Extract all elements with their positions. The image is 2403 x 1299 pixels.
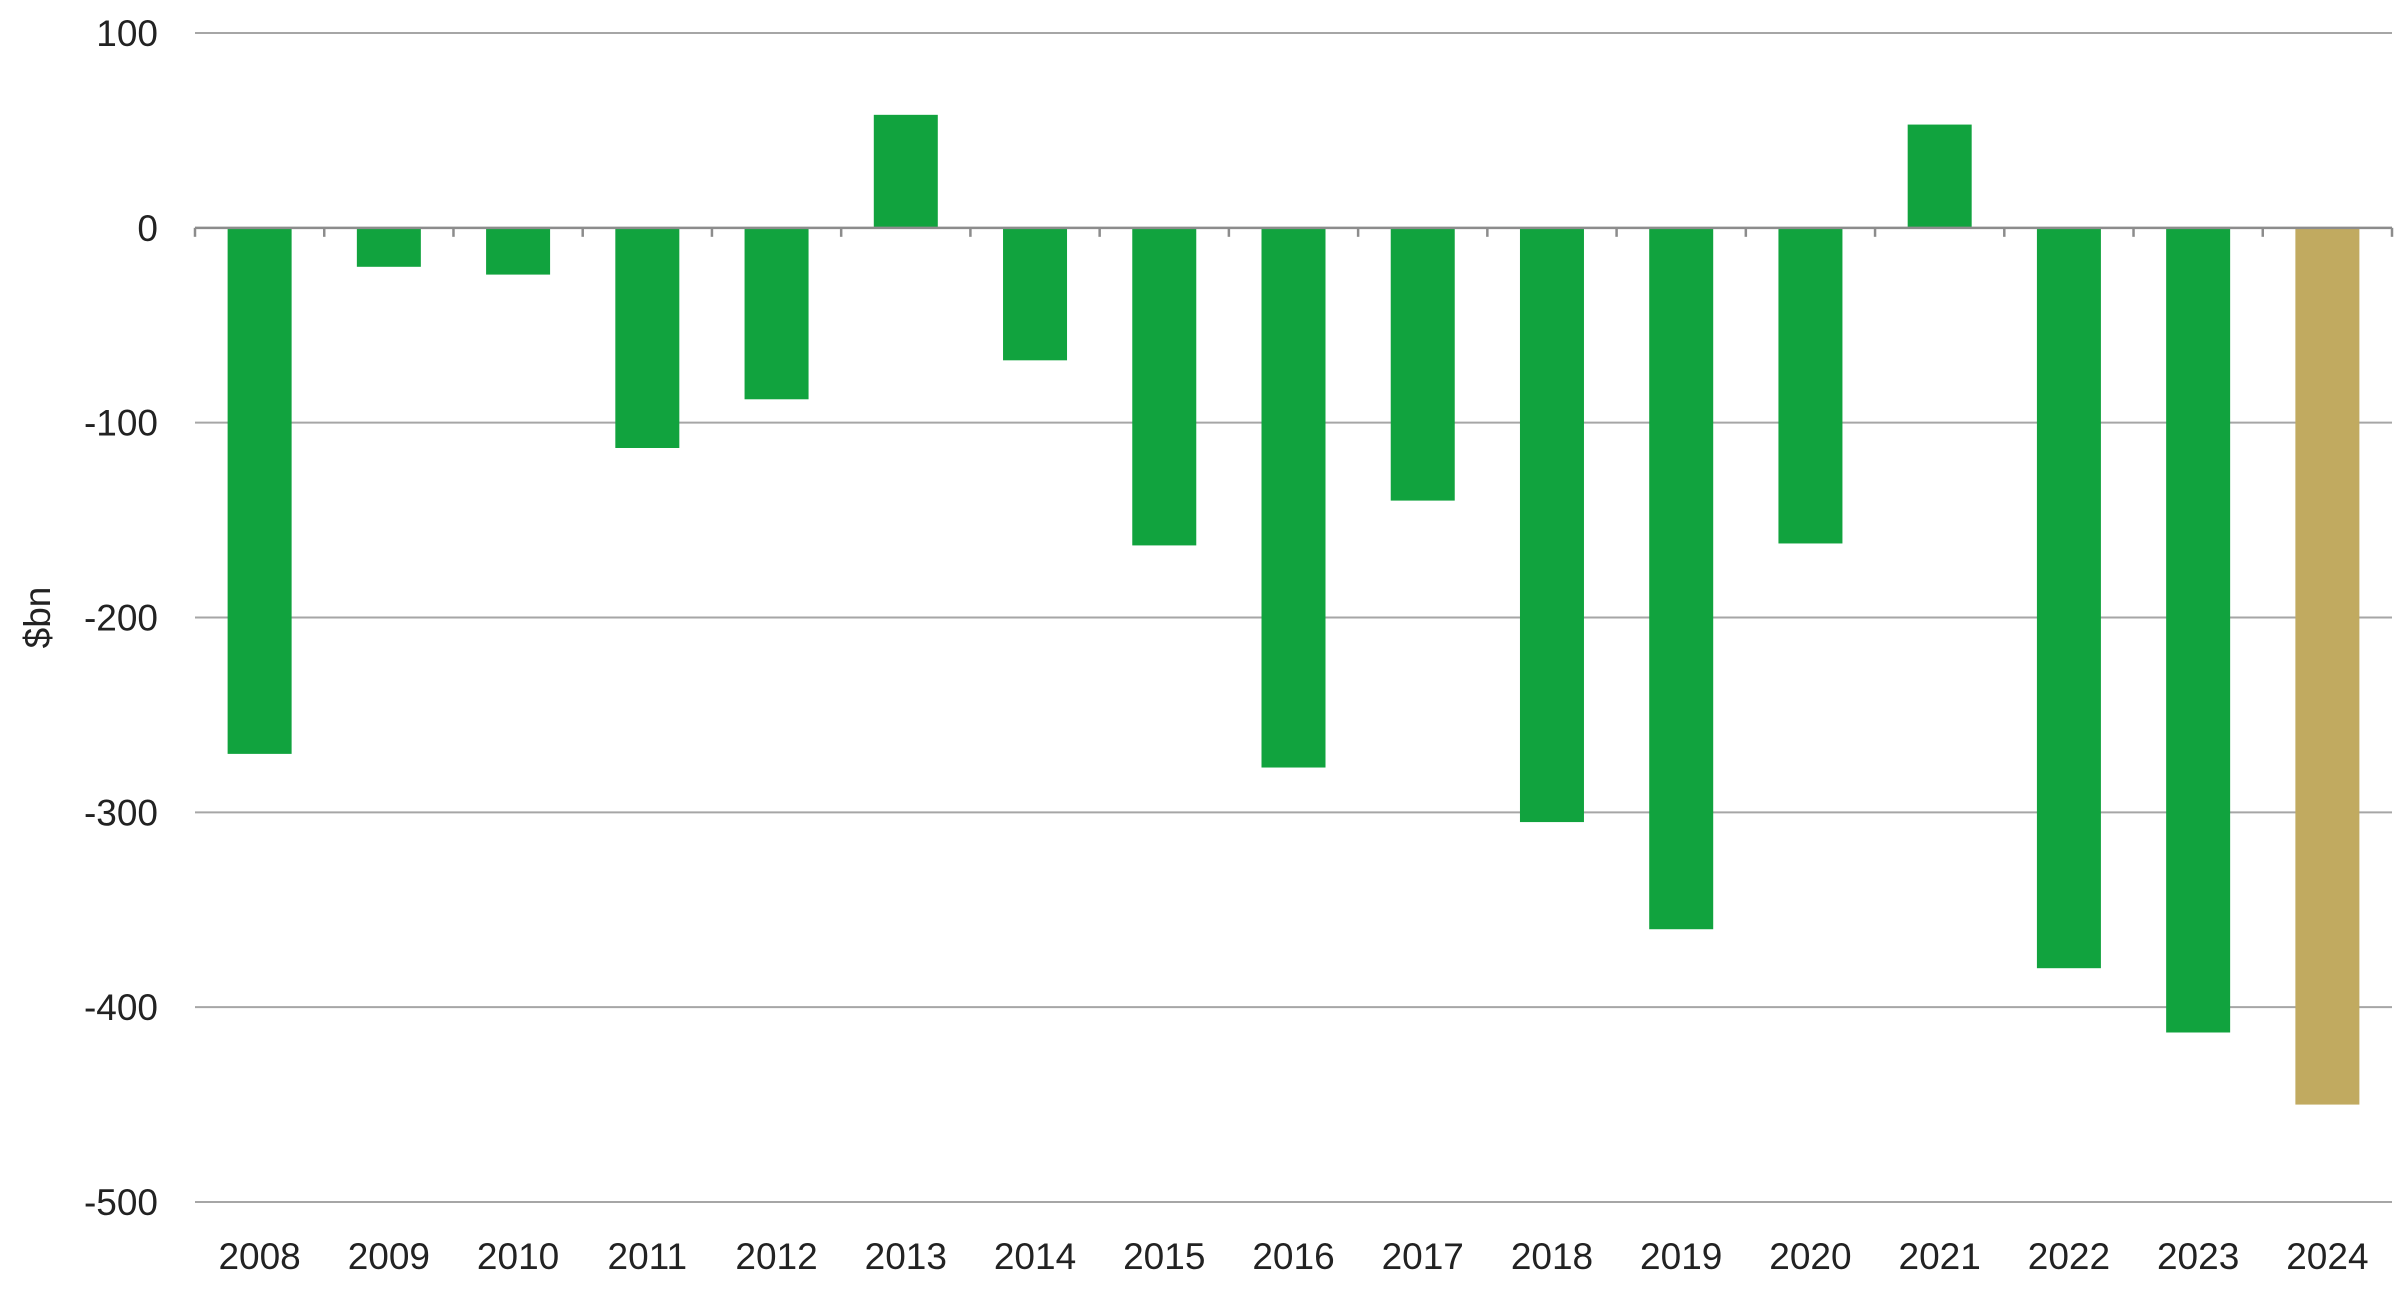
bar-2012 [744, 227, 809, 400]
x-tick-label: 2018 [1511, 1236, 1593, 1277]
x-tick-label: 2011 [608, 1236, 688, 1277]
bar-2017 [1390, 227, 1455, 501]
bar-2019 [1649, 227, 1714, 930]
bar-2014 [1003, 227, 1068, 361]
x-tick-label: 2008 [218, 1236, 300, 1277]
x-tick-label: 2019 [1640, 1236, 1722, 1277]
bar-2010 [486, 227, 551, 275]
y-tick-label: -300 [84, 792, 158, 833]
y-tick-label: -100 [84, 403, 158, 444]
y-axis-label: $bn [17, 587, 58, 649]
bars [227, 114, 2360, 1105]
x-tick-label: 2012 [735, 1236, 817, 1277]
x-tick-label: 2016 [1252, 1236, 1334, 1277]
x-tick-label: 2009 [348, 1236, 430, 1277]
bar-2013 [873, 114, 938, 228]
bar-2016 [1261, 227, 1326, 768]
x-axis-ticks: 2008 2009 2010 2011 2012 2013 2014 2015 2016 2017… [218, 1236, 2368, 1277]
x-tick-label: 2014 [994, 1236, 1076, 1277]
y-tick-label: -400 [84, 987, 158, 1028]
x-tick-label: 2023 [2157, 1236, 2239, 1277]
x-tick-label: 2017 [1382, 1236, 1464, 1277]
x-tick-label: 2024 [2286, 1236, 2368, 1277]
bar-2018 [1519, 227, 1584, 823]
y-tick-label: -200 [84, 598, 158, 639]
x-tick-label: 2015 [1123, 1236, 1205, 1277]
bar-2015 [1132, 227, 1197, 546]
y-tick-label: 0 [137, 208, 158, 249]
bar-2024 [2295, 227, 2360, 1105]
bar-2008 [227, 227, 292, 754]
x-tick-label: 2010 [477, 1236, 559, 1277]
bar-2022 [2036, 227, 2101, 969]
x-tick-label: 2022 [2028, 1236, 2110, 1277]
bar-2021 [1907, 124, 1972, 228]
x-tick-label: 2021 [1899, 1236, 1981, 1277]
x-axis [193, 226, 2394, 237]
y-tick-label: -500 [84, 1182, 158, 1223]
x-tick-label: 2020 [1769, 1236, 1851, 1277]
bar-2023 [2166, 227, 2231, 1033]
bar-2020 [1778, 227, 1843, 544]
bar-2009 [356, 227, 421, 267]
bar-2011 [615, 227, 680, 448]
y-axis-ticks: 100 0 -100 -200 -300 -400 -500 [84, 13, 158, 1223]
y-tick-label: 100 [96, 13, 158, 54]
x-tick-label: 2013 [865, 1236, 947, 1277]
